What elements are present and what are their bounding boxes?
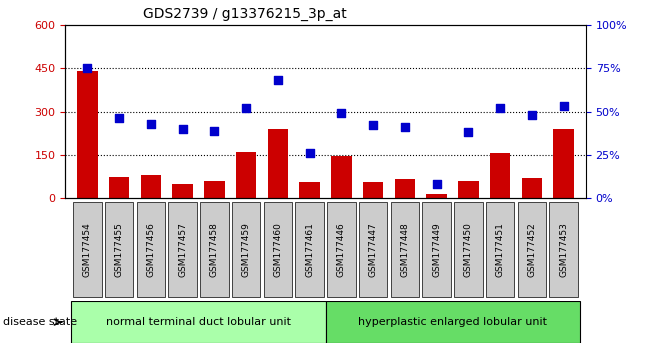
Bar xyxy=(363,182,383,198)
Text: GSM177452: GSM177452 xyxy=(527,222,536,277)
Bar xyxy=(268,129,288,198)
Text: GSM177460: GSM177460 xyxy=(273,222,283,277)
Bar xyxy=(326,301,579,343)
Bar xyxy=(77,71,98,198)
Text: GSM177461: GSM177461 xyxy=(305,222,314,277)
Bar xyxy=(458,181,478,198)
Point xyxy=(241,105,251,111)
Point xyxy=(464,130,474,135)
Bar xyxy=(200,202,229,297)
Point xyxy=(82,65,92,71)
Text: normal terminal duct lobular unit: normal terminal duct lobular unit xyxy=(106,317,291,327)
Text: disease state: disease state xyxy=(3,317,77,327)
Text: GSM177448: GSM177448 xyxy=(400,222,409,277)
Text: GDS2739 / g13376215_3p_at: GDS2739 / g13376215_3p_at xyxy=(143,7,347,21)
Bar xyxy=(72,301,326,343)
Bar xyxy=(327,202,355,297)
Bar xyxy=(454,202,482,297)
Bar xyxy=(73,202,102,297)
Bar xyxy=(264,202,292,297)
Bar xyxy=(141,175,161,198)
Bar xyxy=(296,202,324,297)
Bar xyxy=(173,184,193,198)
Point xyxy=(559,103,569,109)
Bar xyxy=(553,129,574,198)
Bar xyxy=(521,178,542,198)
Bar xyxy=(518,202,546,297)
Text: GSM177446: GSM177446 xyxy=(337,222,346,277)
Bar xyxy=(486,202,514,297)
Point xyxy=(400,124,410,130)
Point xyxy=(527,112,537,118)
Point xyxy=(177,126,187,132)
Point xyxy=(432,182,442,187)
Text: GSM177449: GSM177449 xyxy=(432,222,441,277)
Text: GSM177458: GSM177458 xyxy=(210,222,219,277)
Bar xyxy=(299,182,320,198)
Bar xyxy=(359,202,387,297)
Text: GSM177453: GSM177453 xyxy=(559,222,568,277)
Point xyxy=(114,116,124,121)
Point xyxy=(209,128,219,133)
Bar xyxy=(236,152,256,198)
Text: GSM177454: GSM177454 xyxy=(83,222,92,277)
Text: GSM177450: GSM177450 xyxy=(464,222,473,277)
Point xyxy=(305,150,315,156)
Bar xyxy=(549,202,578,297)
Bar xyxy=(331,156,352,198)
Text: GSM177456: GSM177456 xyxy=(146,222,156,277)
Bar xyxy=(109,177,130,198)
Text: GSM177451: GSM177451 xyxy=(495,222,505,277)
Point xyxy=(368,122,378,128)
Point xyxy=(495,105,505,111)
Point xyxy=(336,110,346,116)
Bar xyxy=(169,202,197,297)
Text: GSM177459: GSM177459 xyxy=(242,222,251,277)
Bar xyxy=(422,202,451,297)
Bar xyxy=(137,202,165,297)
Bar xyxy=(105,202,133,297)
Bar xyxy=(490,153,510,198)
Bar xyxy=(391,202,419,297)
Text: hyperplastic enlarged lobular unit: hyperplastic enlarged lobular unit xyxy=(358,317,547,327)
Text: GSM177455: GSM177455 xyxy=(115,222,124,277)
Bar xyxy=(232,202,260,297)
Text: GSM177457: GSM177457 xyxy=(178,222,187,277)
Text: GSM177447: GSM177447 xyxy=(368,222,378,277)
Point xyxy=(146,121,156,126)
Bar xyxy=(426,194,447,198)
Bar xyxy=(395,179,415,198)
Bar xyxy=(204,181,225,198)
Point xyxy=(273,78,283,83)
